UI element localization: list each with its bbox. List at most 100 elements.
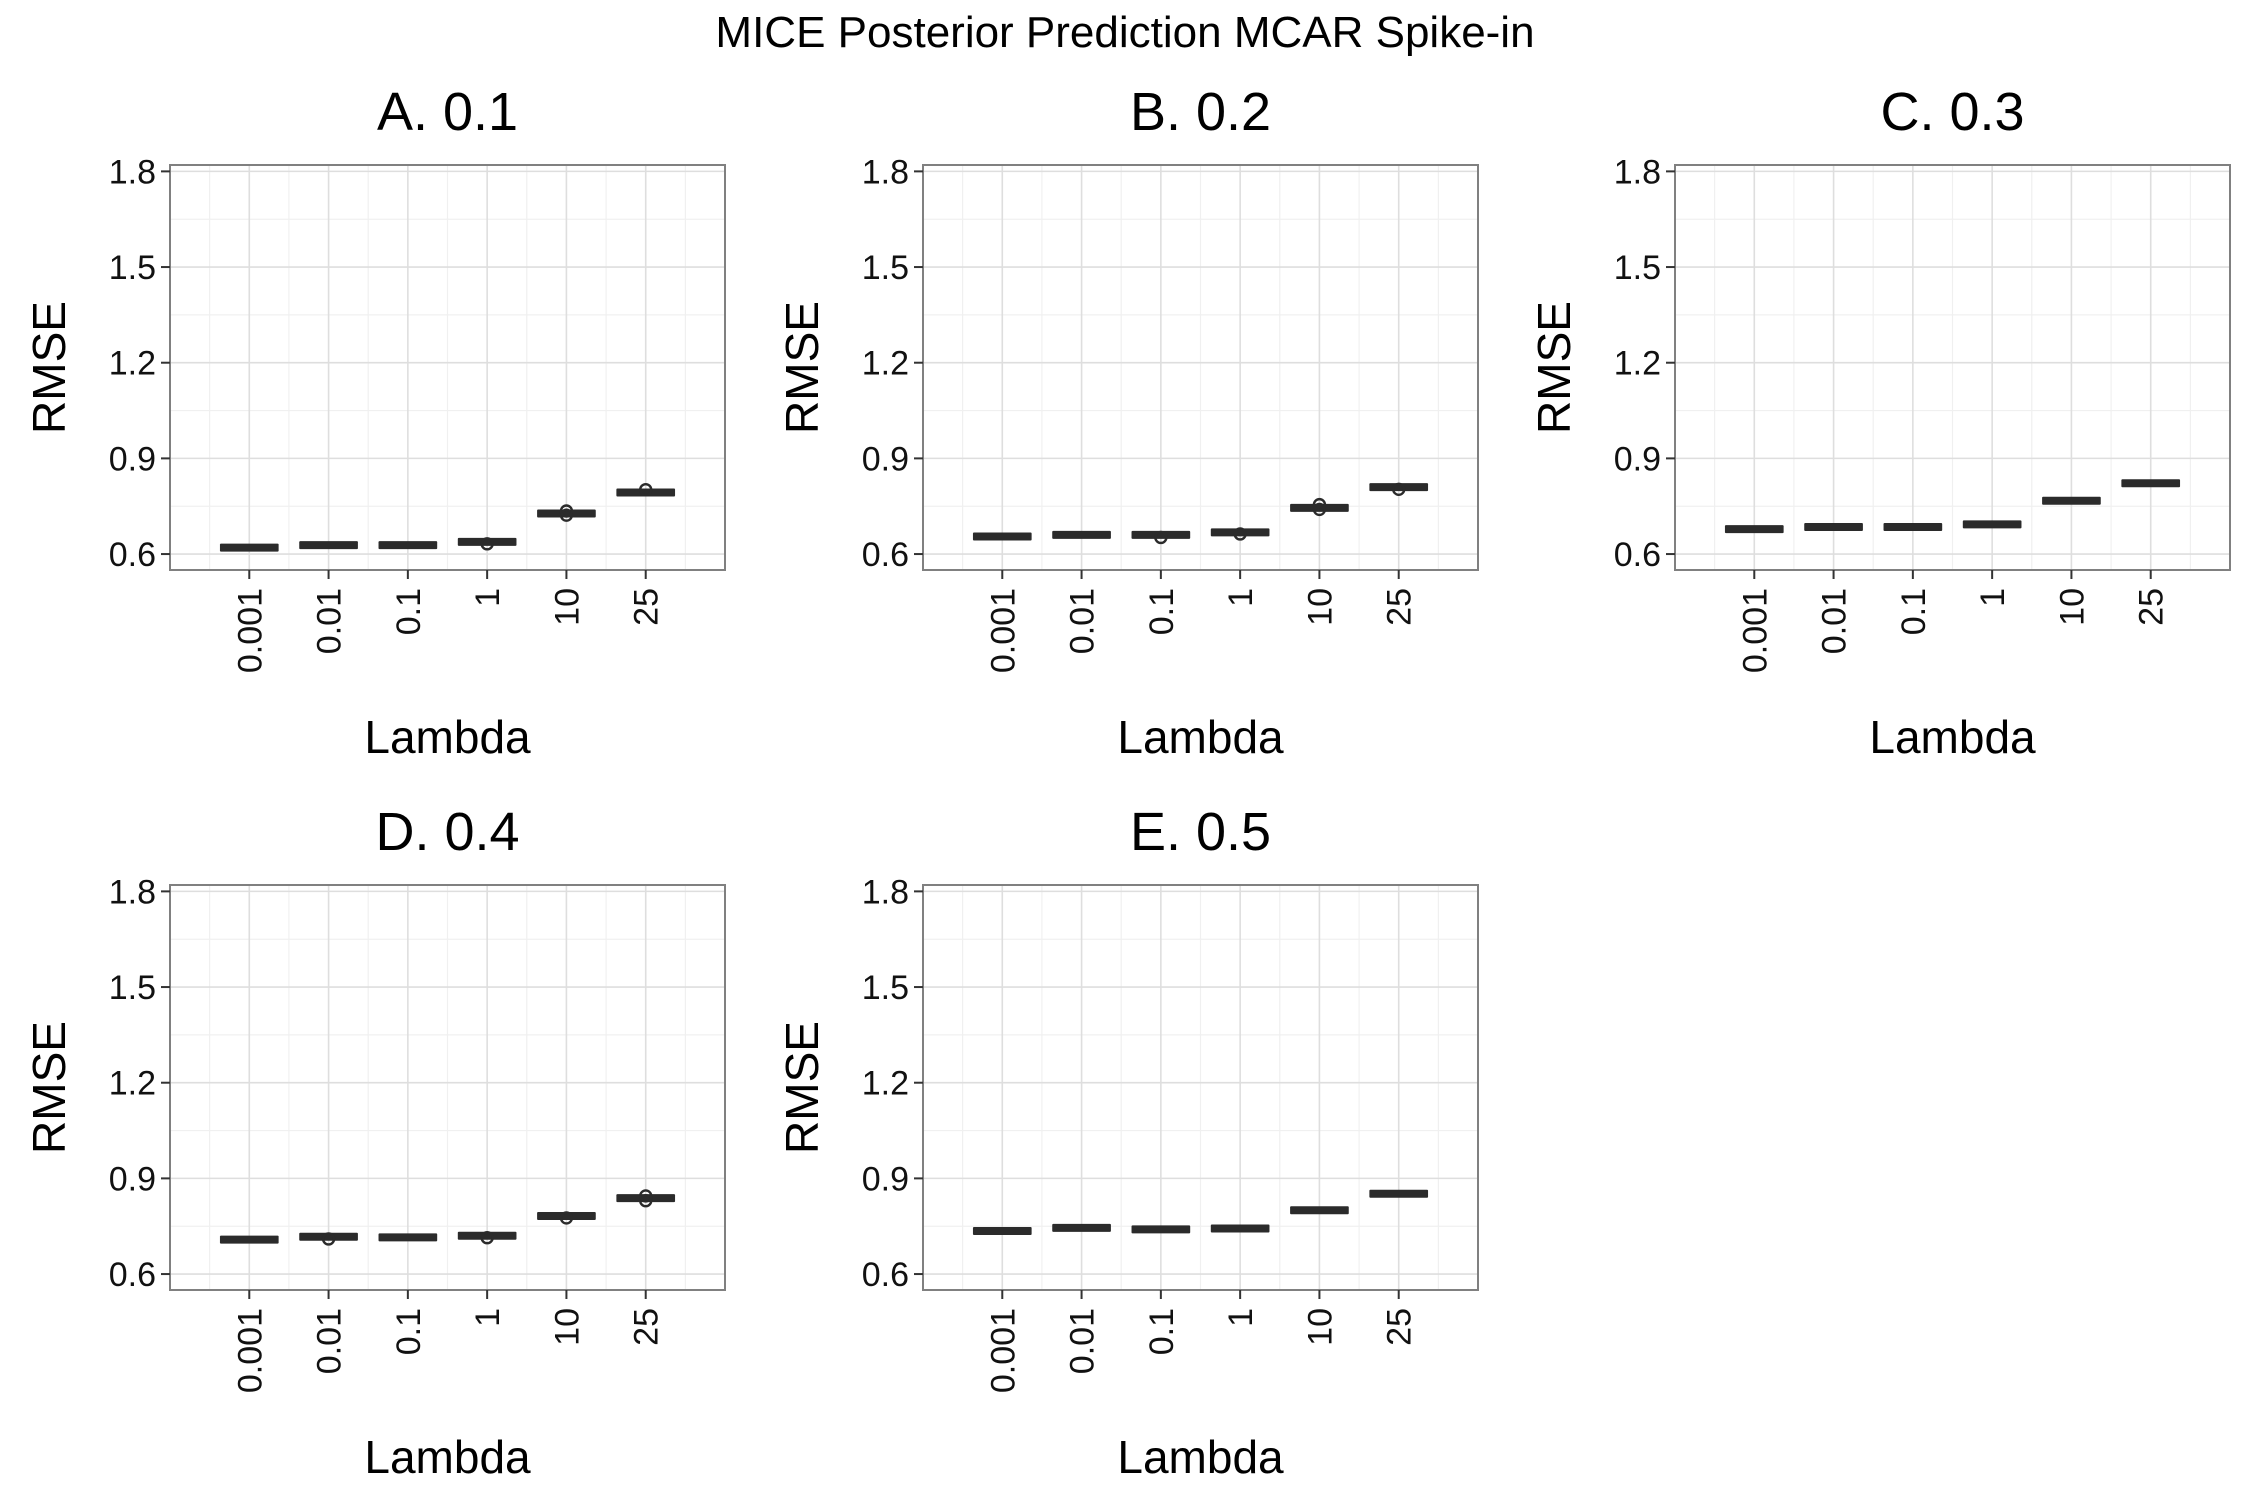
- box-1: [1210, 1224, 1270, 1233]
- y-tick-label: 0.6: [1614, 536, 1661, 574]
- outlier-point: [321, 1232, 336, 1246]
- y-tick-label: 1.5: [109, 969, 156, 1007]
- figure-title: MICE Posterior Prediction MCAR Spike-in: [715, 8, 1534, 57]
- box-0.001: [972, 1227, 1032, 1236]
- box-0.001: [972, 532, 1032, 541]
- y-axis-label: RMSE: [23, 1021, 75, 1154]
- y-tick-label: 1.5: [862, 969, 909, 1007]
- box-0.01: [1804, 522, 1863, 531]
- y-tick-label: 0.9: [1614, 440, 1661, 478]
- x-tick-label: 25: [1381, 588, 1419, 626]
- y-tick-label: 1.2: [109, 1065, 156, 1103]
- panel-1: 0.6 0.9 1.2 1.5 1.8 0.001 0.01 0.1 1 10 25 A. 0.1 La…: [23, 82, 726, 763]
- panel-3: 0.6 0.9 1.2 1.5 1.8 0.001 0.01 0.1 1 10 25 C. 0.3 La…: [1528, 82, 2231, 763]
- y-tick-label: 1.8: [862, 153, 909, 191]
- box-25: [616, 1194, 676, 1203]
- x-tick-label: 10: [1301, 588, 1339, 626]
- x-tick-label: 1: [469, 1308, 507, 1327]
- y-tick-label: 1.8: [109, 153, 156, 191]
- panels: 0.6 0.9 1.2 1.5 1.8 0.001 0.01 0.1 1 10 25 A. 0.1 La…: [23, 82, 2231, 1483]
- y-tick-label: 0.6: [109, 536, 156, 574]
- y-tick-label: 1.8: [109, 873, 156, 911]
- outlier-point: [639, 1189, 653, 1203]
- x-tick-label: 10: [2053, 588, 2091, 626]
- box-0.1: [1131, 530, 1191, 539]
- y-axis-label: RMSE: [776, 301, 828, 434]
- x-tick-label: 25: [1381, 1308, 1419, 1346]
- box-1: [1210, 528, 1270, 537]
- panel-border: [1674, 164, 2231, 571]
- outlier-point: [1154, 530, 1168, 545]
- box-0.01: [299, 541, 358, 550]
- box-25: [616, 488, 676, 497]
- box-10: [1290, 503, 1349, 512]
- x-tick-label: 0.01: [311, 588, 349, 654]
- panel-border: [922, 164, 1479, 571]
- x-axis-label: Lambda: [364, 711, 531, 763]
- box-0.1: [1883, 522, 1943, 531]
- panel-title: E. 0.5: [1130, 802, 1271, 862]
- y-axis-label: RMSE: [1528, 301, 1580, 434]
- x-tick-label: 0.1: [390, 588, 428, 635]
- outlier-point: [559, 504, 574, 518]
- x-tick-label: 1: [1222, 588, 1260, 607]
- panel-title: C. 0.3: [1880, 82, 2024, 142]
- x-tick-label: 0.001: [231, 1308, 269, 1393]
- x-axis-label: Lambda: [1117, 1431, 1284, 1483]
- outlier-point: [480, 537, 494, 551]
- box-25: [1369, 483, 1429, 492]
- box-1: [457, 1231, 517, 1240]
- outlier-point: [1312, 497, 1327, 512]
- box-10: [1290, 1206, 1349, 1215]
- y-tick-label: 1.5: [109, 249, 156, 287]
- y-tick-label: 0.9: [862, 1160, 909, 1198]
- panel-border: [922, 884, 1479, 1291]
- box-25: [1369, 1189, 1429, 1198]
- x-tick-label: 10: [548, 1308, 586, 1346]
- box-0.1: [1131, 1225, 1191, 1234]
- x-tick-label: 25: [628, 1308, 666, 1346]
- box-0.1: [378, 1233, 438, 1242]
- box-0.1: [378, 541, 438, 550]
- box-25: [2121, 479, 2181, 488]
- panel-2: 0.6 0.9 1.2 1.5 1.8 0.001 0.01 0.1 1 10 25 B. 0.2 La…: [776, 82, 1479, 763]
- panel-4: 0.6 0.9 1.2 1.5 1.8 0.001 0.01 0.1 1 10 25 D. 0.4 La…: [23, 802, 726, 1483]
- x-tick-label: 0.01: [1064, 1308, 1102, 1374]
- y-tick-label: 1.2: [109, 345, 156, 383]
- y-tick-label: 0.6: [862, 1256, 909, 1294]
- y-tick-label: 0.6: [109, 1256, 156, 1294]
- y-tick-label: 0.9: [862, 440, 909, 478]
- x-tick-label: 10: [548, 588, 586, 626]
- box-0.01: [299, 1232, 358, 1241]
- box-10: [2042, 496, 2101, 505]
- y-tick-label: 1.5: [862, 249, 909, 287]
- box-0.001: [219, 543, 279, 552]
- panel-border: [169, 164, 726, 571]
- x-tick-label: 0.1: [1143, 1308, 1181, 1355]
- outlier-point: [559, 508, 574, 522]
- panel-title: D. 0.4: [375, 802, 519, 862]
- x-tick-label: 0.001: [231, 588, 269, 673]
- box-10: [537, 509, 596, 518]
- x-tick-label: 25: [628, 588, 666, 626]
- outlier-point: [1233, 527, 1247, 541]
- y-axis-label: RMSE: [23, 301, 75, 434]
- y-tick-label: 1.8: [862, 873, 909, 911]
- y-tick-label: 1.8: [1614, 153, 1661, 191]
- x-axis-label: Lambda: [1117, 711, 1284, 763]
- x-tick-label: 0.01: [1816, 588, 1854, 654]
- outlier-point: [559, 1211, 574, 1225]
- y-tick-label: 0.6: [862, 536, 909, 574]
- outlier-point: [480, 1231, 494, 1245]
- y-tick-label: 1.2: [862, 345, 909, 383]
- outlier-point: [639, 1194, 653, 1208]
- x-tick-label: 0.01: [311, 1308, 349, 1374]
- x-tick-label: 1: [1974, 588, 2012, 607]
- y-tick-label: 1.2: [1614, 345, 1661, 383]
- y-tick-label: 0.9: [109, 440, 156, 478]
- x-tick-label: 0.001: [984, 588, 1022, 673]
- x-tick-label: 0.001: [984, 1308, 1022, 1393]
- box-0.01: [1052, 530, 1111, 539]
- panel-5: 0.6 0.9 1.2 1.5 1.8 0.001 0.01 0.1 1 10 25 E. 0.5 La…: [776, 802, 1479, 1483]
